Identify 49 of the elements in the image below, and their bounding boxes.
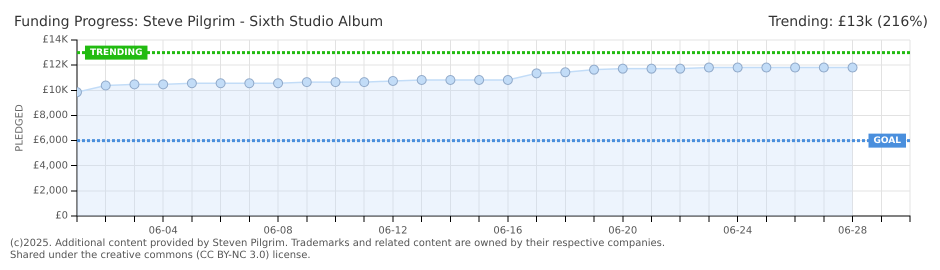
x-tick-label: 06-12: [378, 226, 408, 237]
chart-title: Funding Progress: Steve Pilgrim - Sixth Studio Album: [14, 14, 384, 30]
y-tick-label: £4,000: [32, 160, 68, 172]
point: [646, 64, 656, 74]
x-tick-label: 06-28: [838, 226, 868, 237]
y-axis-title: PLEDGED: [14, 104, 26, 152]
ref-line-label: TRENDING: [90, 48, 142, 58]
point: [416, 74, 427, 85]
point: [216, 78, 226, 88]
point: [790, 62, 800, 73]
point: [474, 74, 484, 85]
point: [502, 74, 513, 85]
point: [330, 77, 341, 88]
y-tick-label: £14K: [42, 34, 68, 46]
point: [848, 62, 858, 73]
y-tick-label: £2,000: [32, 185, 68, 196]
point: [589, 64, 600, 75]
point: [818, 62, 829, 73]
point: [618, 64, 628, 74]
text: (c)2025. Additional content provided by Steven Pilgrim. Trademarks and related content are owned by their respective companies.: [10, 238, 666, 249]
point: [129, 79, 140, 90]
x-tick-label: 06-08: [264, 226, 293, 237]
point: [732, 62, 743, 73]
point: [388, 76, 398, 86]
point: [704, 62, 714, 73]
point: [532, 68, 542, 78]
point: [761, 62, 772, 73]
point: [359, 77, 370, 88]
x-tick-label: 06-20: [608, 226, 638, 237]
x-tick-label: 06-24: [723, 226, 752, 237]
point: [273, 78, 284, 88]
x-tick-label: 06-16: [493, 226, 522, 237]
y-tick-label: £8,000: [32, 110, 68, 122]
y-tick-label: £6,000: [32, 135, 68, 146]
point: [302, 77, 312, 88]
point: [186, 78, 197, 88]
ref-line-label: GOAL: [874, 136, 902, 146]
point: [445, 74, 456, 85]
y-tick-label: £12K: [42, 60, 68, 71]
x-tick-label: 06-04: [148, 226, 178, 237]
point: [675, 64, 686, 74]
text: Shared under the creative commons (CC BY-NC 3.0) license.: [10, 250, 311, 261]
point: [560, 67, 570, 78]
point: [100, 80, 111, 91]
chart-subtitle: Trending: £13k (216%): [768, 14, 928, 30]
point: [244, 78, 254, 88]
point: [158, 79, 168, 90]
y-tick-label: £0: [55, 210, 68, 222]
y-tick-label: £10K: [42, 84, 68, 96]
